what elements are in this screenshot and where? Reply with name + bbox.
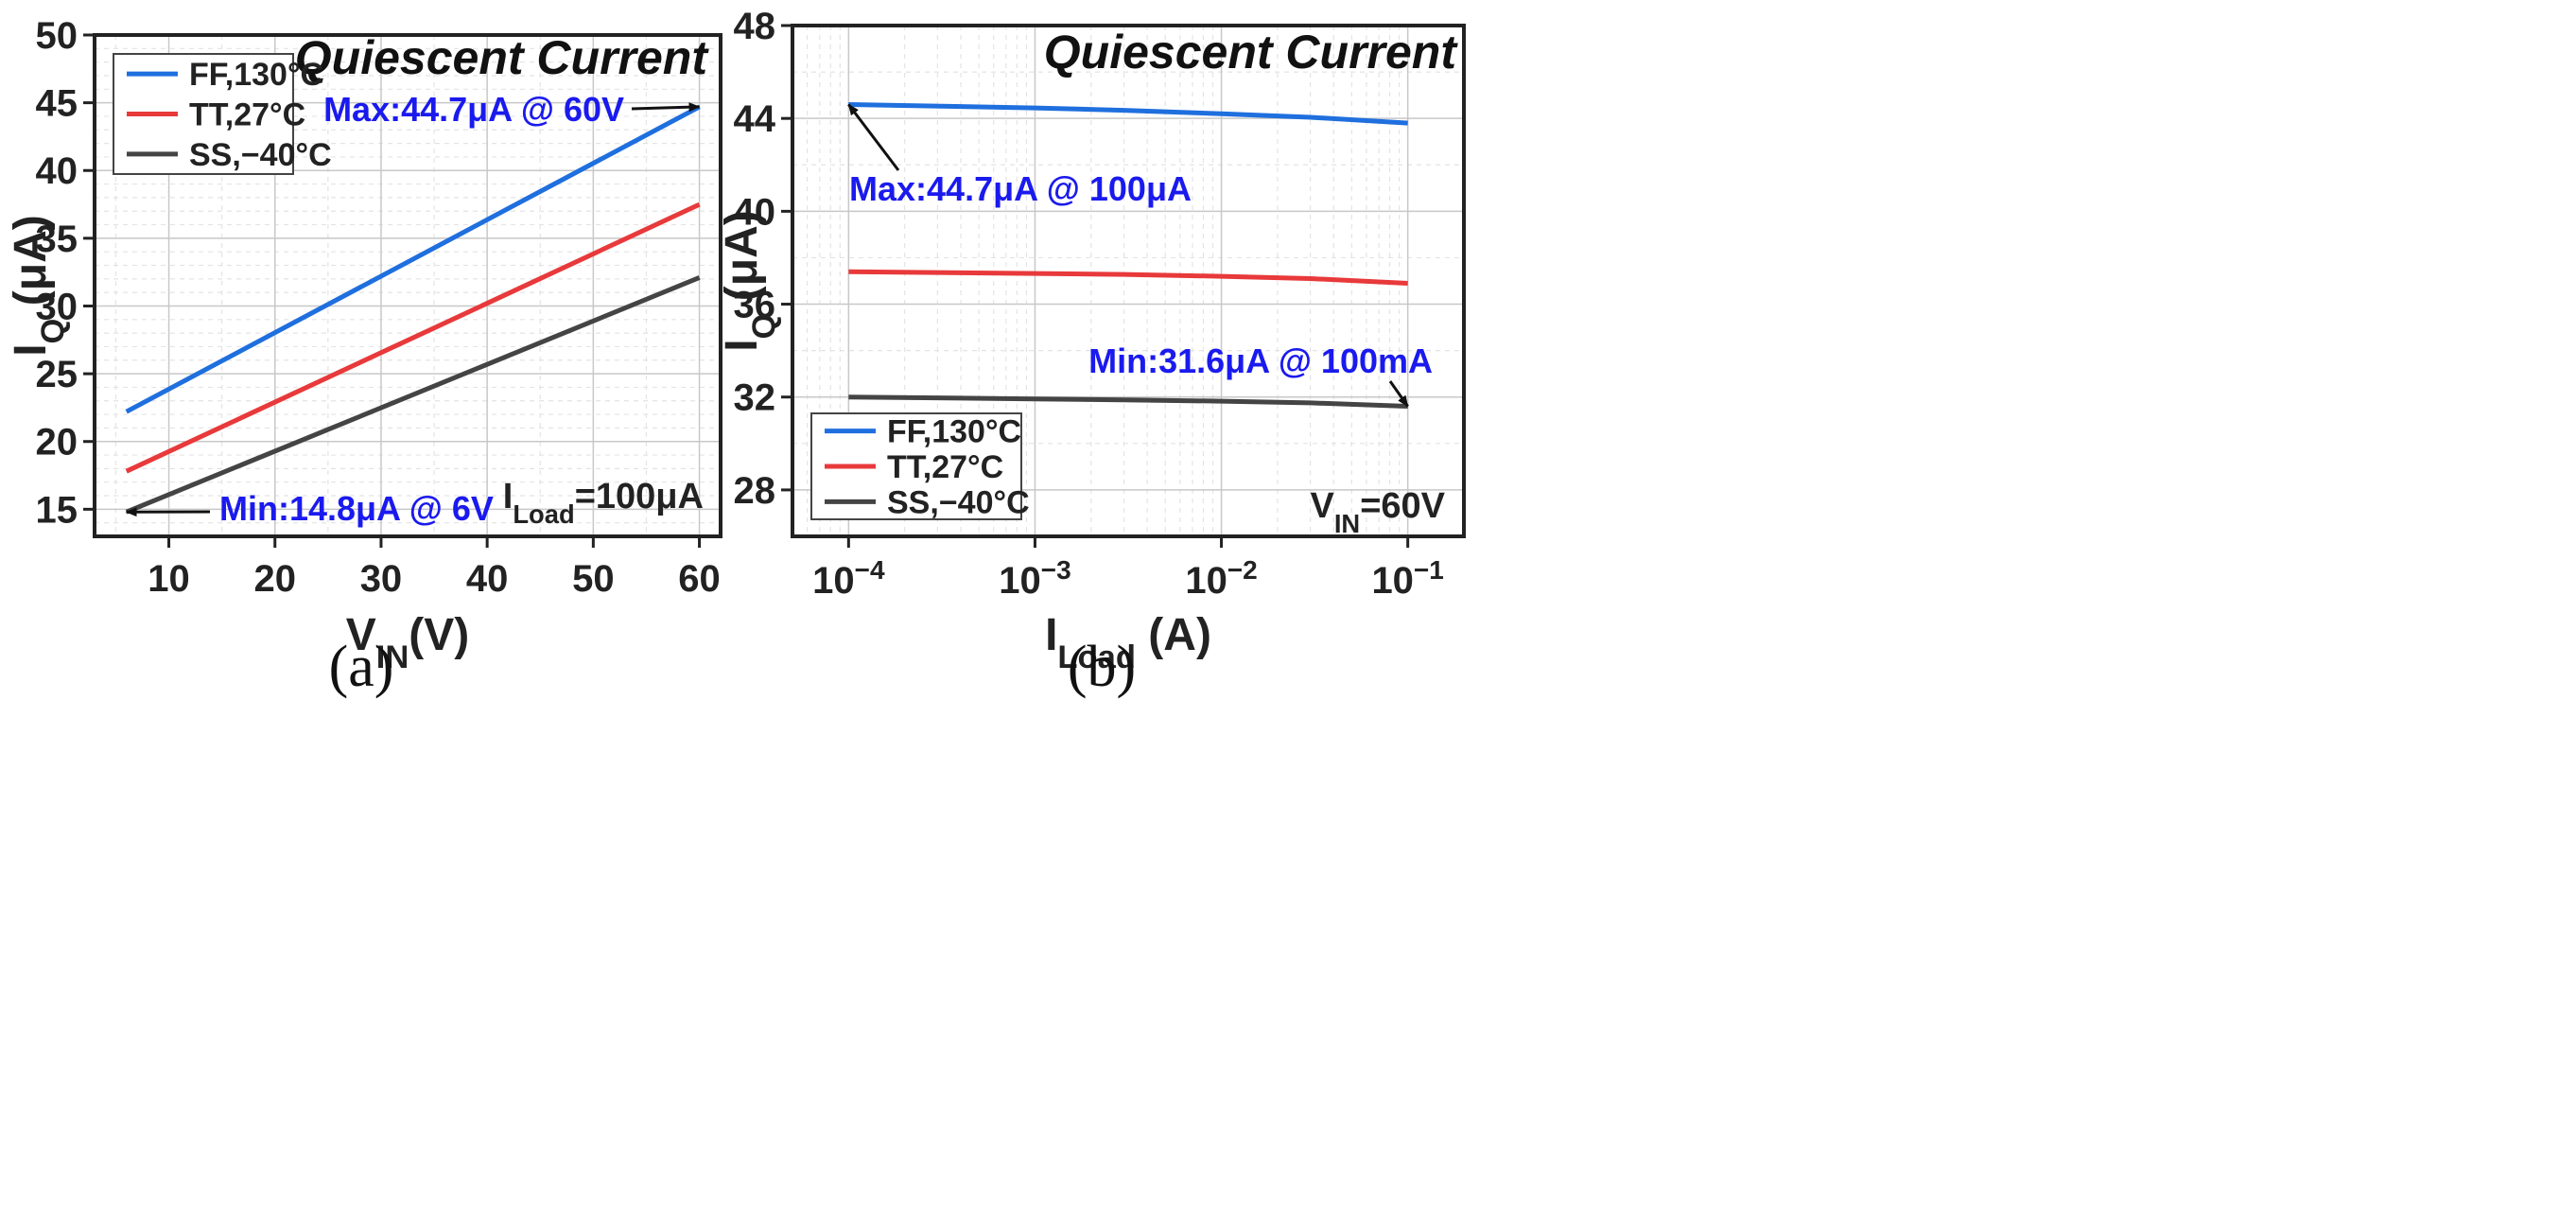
plot-frame [93,33,722,538]
x-axis-label: ILoad (A) [1045,610,1211,675]
x-axis-label-rest: (V) [409,610,469,660]
x-tick-exp: −1 [1414,555,1444,585]
y-tick-label: 48 [734,6,776,47]
condition-label: ILoad=100μA [503,477,704,529]
y-axis-label: IQ (μA) [717,210,782,352]
annotation-arrow [847,103,900,171]
series-line-tt [125,201,701,474]
x-axis-label-rest: (A) [1136,610,1211,660]
y-tick-label: 15 [36,489,78,531]
legend-label: TT,27°C [189,97,305,133]
x-tick-label: 20 [253,558,296,600]
panel-caption: (b) [1068,635,1136,699]
annotation-text: Min:31.6μA @ 100mA [1088,341,1433,380]
x-tick-label: 10−3 [999,555,1070,603]
y-axis-label-rest: (μA) [717,210,767,313]
condition-label-main: I [503,477,513,516]
x-axis-label-main: V [346,610,376,660]
x-axis-label: VIN(V) [346,610,470,675]
panel-caption: (a) [329,635,394,699]
y-tick-label: 40 [36,150,78,192]
condition-label: VIN=60V [1310,486,1445,538]
x-tick-exp: −3 [1041,555,1071,585]
minor-grid [95,35,721,537]
annotation-arrow [1388,380,1409,408]
y-tick-label: 45 [36,83,78,125]
x-tick-exp: −2 [1227,555,1258,585]
chart-title: Quiescent Current [295,31,710,84]
x-tick-base: 10 [1371,560,1414,602]
y-tick-label: 35 [36,219,78,260]
y-tick-label: 50 [36,15,78,57]
x-tick-label: 10 [148,558,190,600]
series-line-ff [848,102,1408,126]
legend-label: FF,130°C [887,414,1021,450]
x-tick-label: 10−2 [1185,555,1257,603]
x-tick-label: 30 [360,558,403,600]
annotation-arrow [631,102,701,113]
series-line-ff [125,104,701,414]
condition-label-sub: IN [1334,509,1360,538]
y-axis-label-rest: (μA) [6,215,56,318]
series-line-ss [125,275,701,515]
y-tick-label: 36 [734,285,776,326]
x-axis-label-sub: IN [376,639,409,675]
y-tick-label: 25 [36,354,78,395]
y-axis-label-sub: Q [35,319,71,344]
x-axis-label-sub: Load [1057,639,1136,675]
y-tick-label: 28 [734,470,776,512]
condition-label-main: V [1310,486,1334,526]
legend: FF,130°C TT,27°C SS,−40°C [113,53,332,175]
x-tick-base: 10 [1185,560,1227,602]
series-line-tt [848,269,1408,286]
x-tick-label: 10−4 [812,555,885,603]
y-tick-label: 40 [734,191,776,233]
condition-label-rest: =60V [1360,486,1445,526]
legend-label: FF,130°C [189,57,323,93]
y-tick-label: 44 [734,98,776,140]
y-axis-label: IQ (μA) [6,215,71,357]
x-tick-label: 50 [572,558,615,600]
x-tick-label: 40 [466,558,509,600]
annotation-text: Min:14.8μA @ 6V [219,489,494,528]
annotation-text: Max:44.7μA @ 100μA [849,169,1192,208]
condition-label-sub: Load [513,499,574,529]
x-tick-exp: −4 [855,555,885,585]
y-tick-label: 20 [36,422,78,464]
x-tick-label: 10−1 [1371,555,1443,603]
series-line-ss [848,394,1408,409]
y-axis-label-main: I [717,339,767,351]
y-axis-label-sub: Q [746,314,782,340]
legend: FF,130°CTT,27°CSS,−40°C [810,412,1030,520]
x-tick-label: 60 [678,558,721,600]
x-tick-base: 10 [812,560,855,602]
legend-label: TT,27°C [887,449,1003,485]
x-tick-base: 10 [999,560,1041,602]
condition-label-rest: =100μA [575,477,704,516]
x-axis-label-main: I [1045,610,1057,660]
y-tick-label: 32 [734,377,776,419]
plot-frame [791,24,1466,538]
y-tick-label: 30 [36,286,78,327]
y-axis-label-main: I [6,343,56,356]
chart-title: Quiescent Current [1044,26,1459,79]
annotation-text: Max:44.7μA @ 60V [323,90,624,129]
legend-label: SS,−40°C [887,484,1030,520]
legend-label: SS,−40°C [189,137,332,173]
